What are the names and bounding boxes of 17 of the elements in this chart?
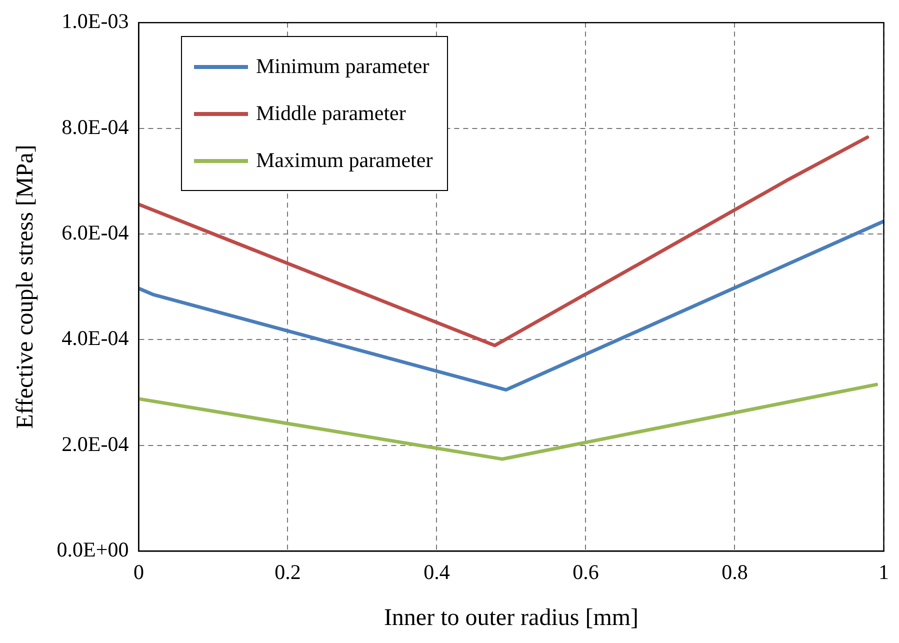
y-tick-label: 8.0E-04 [62,114,130,139]
x-axis-title: Inner to outer radius [mm] [384,604,639,631]
y-tick-label: 6.0E-04 [62,220,130,244]
legend-label: Maximum parameter [256,148,433,173]
y-axis-title: Effective couple stress [MPa] [12,144,39,429]
y-tick-label: 0.0E+00 [56,538,129,562]
x-tick-label: 0.6 [572,560,599,584]
y-tick-label: 4.0E-04 [62,326,130,350]
x-tick-label: 0.2 [274,560,301,584]
x-tick-label: 0.4 [424,560,450,584]
x-tick-label: 1 [878,560,889,584]
legend-label: Minimum parameter [256,54,430,79]
legend-label: Middle parameter [256,101,406,126]
x-tick-label: 0 [133,560,144,584]
x-tick-label: 0.8 [722,560,748,584]
y-tick-label: 1.0E-03 [62,9,129,34]
y-tick-label: 2.0E-04 [62,432,130,456]
